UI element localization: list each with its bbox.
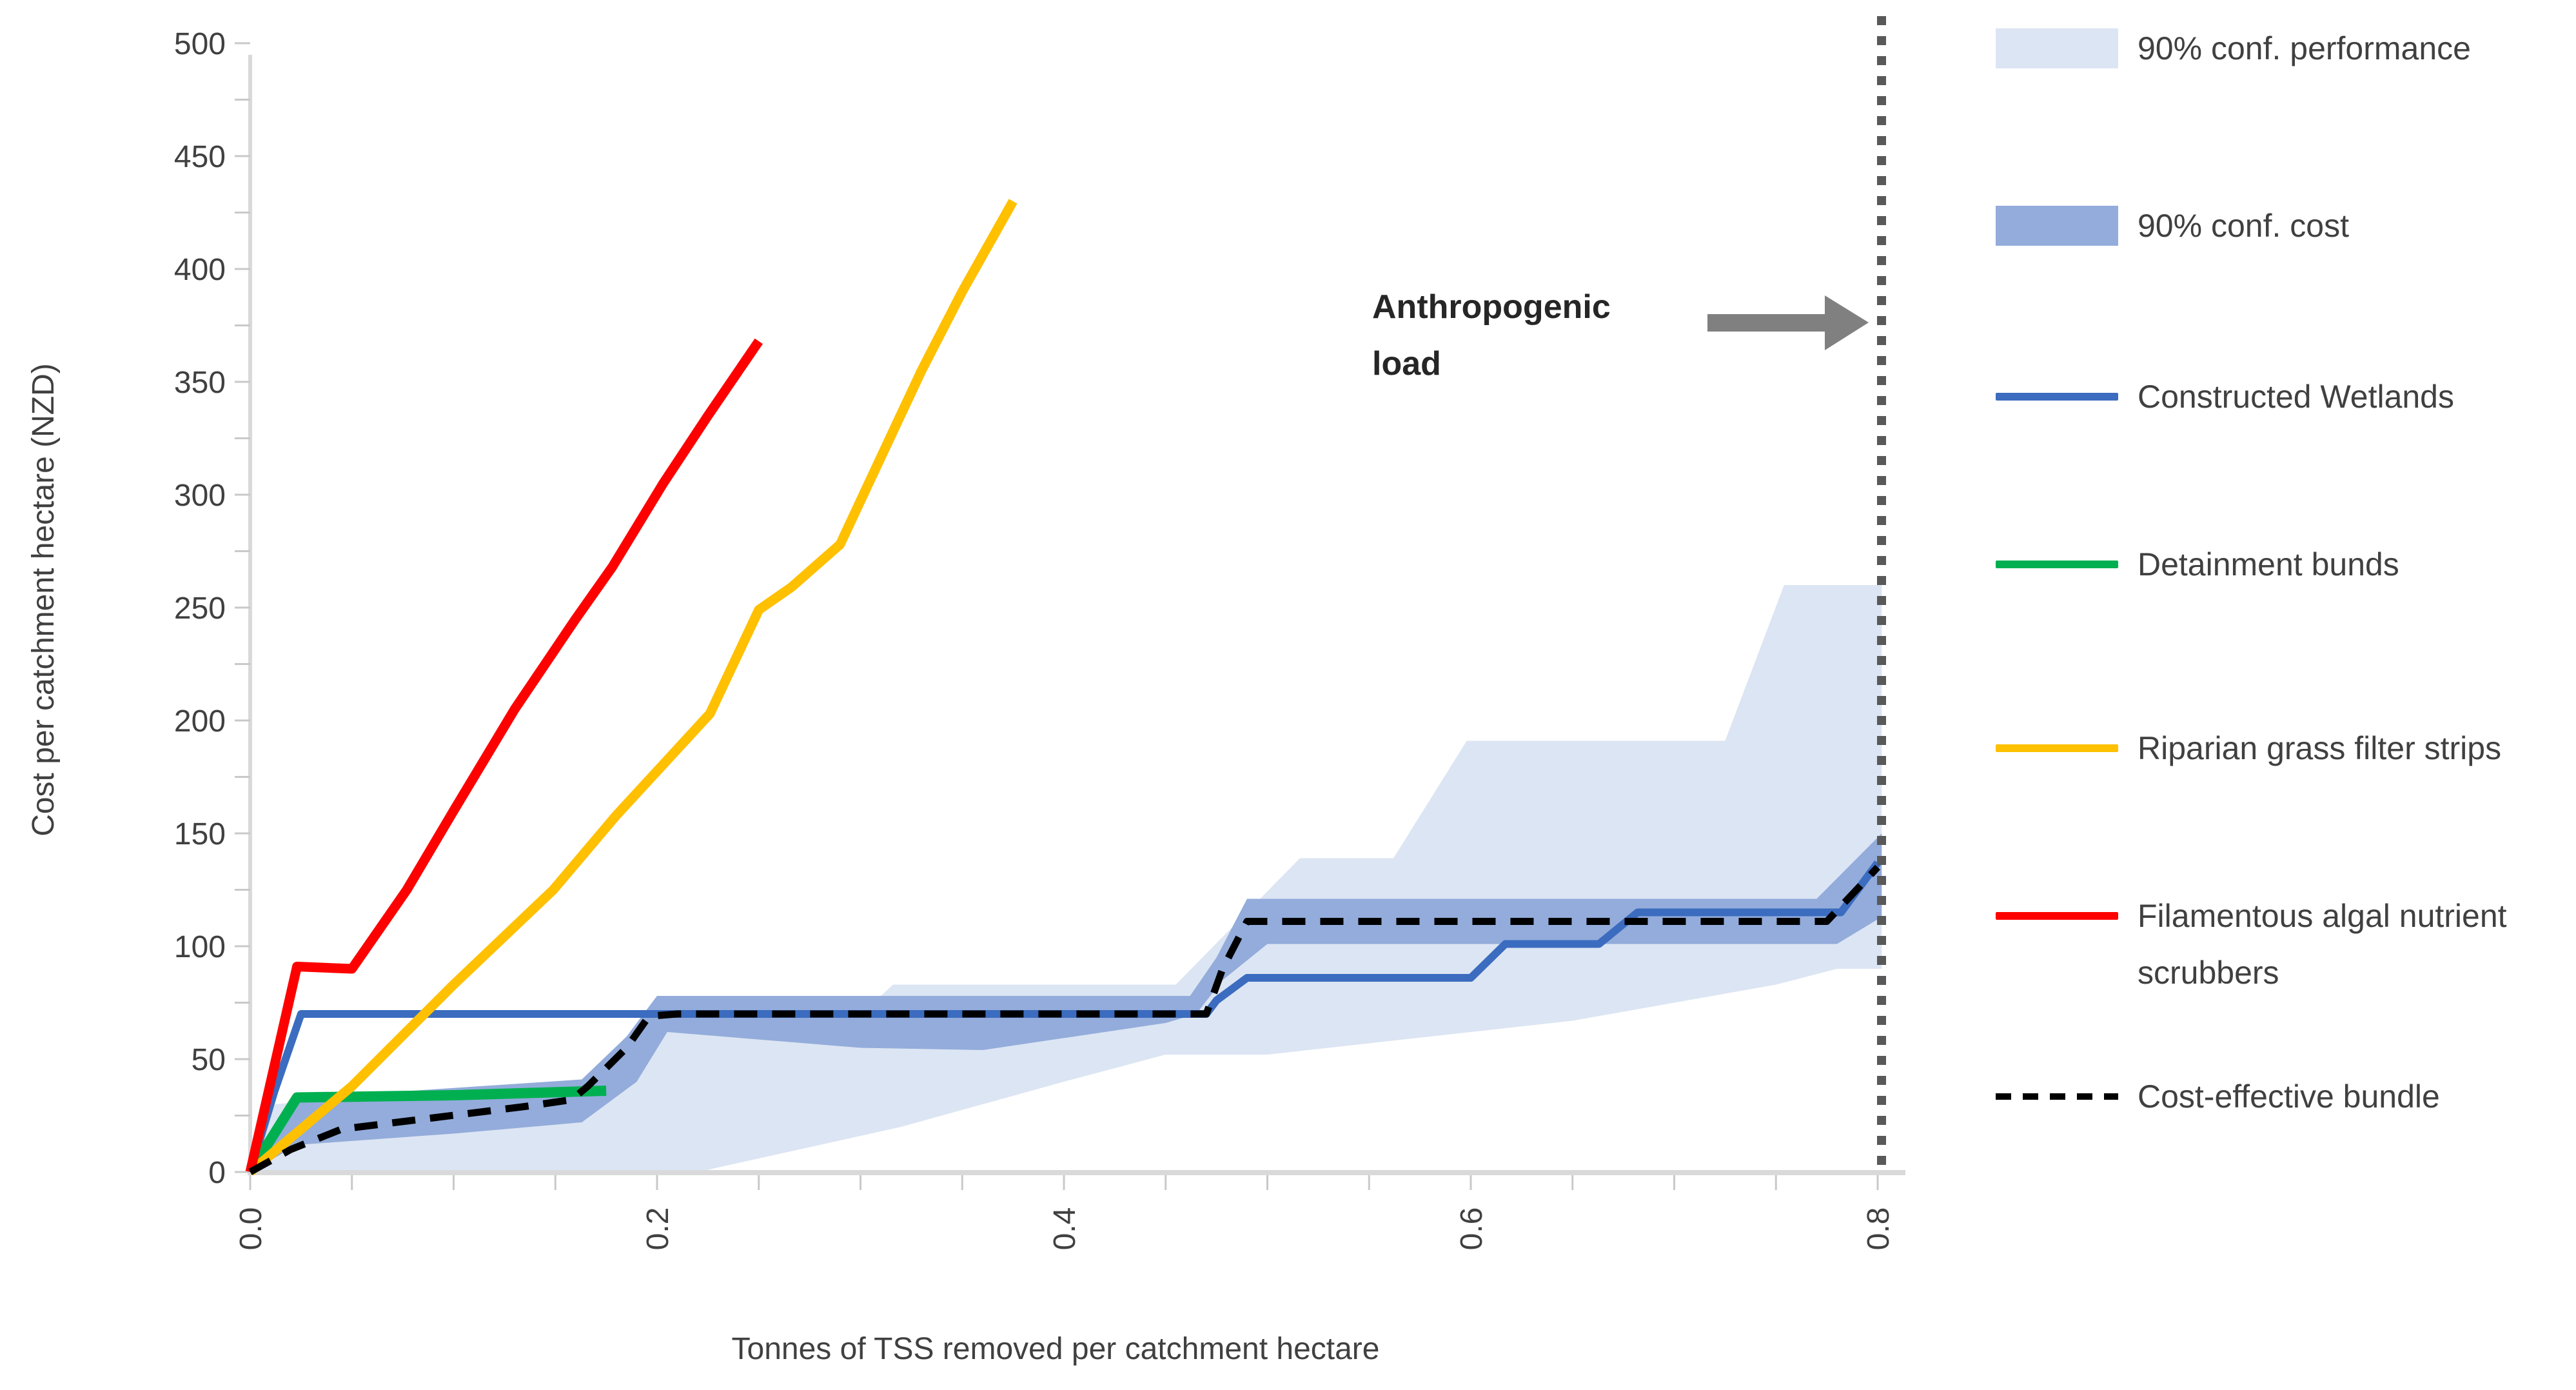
legend-item-constructed-wetlands: Constructed Wetlands — [1996, 368, 2550, 425]
band-90-conf-performance — [250, 585, 1882, 1172]
legend-item-riparian-grass-filter-strips: Riparian grass filter strips — [1996, 720, 2550, 777]
y-tick-label-50: 50 — [192, 1043, 226, 1077]
legend-item-detainment-bunds: Detainment bunds — [1996, 536, 2550, 593]
legend-label: Filamentous algal nutrient scrubbers — [2138, 898, 2507, 991]
y-tick-label-350: 350 — [174, 366, 226, 400]
x-tick-label-0.2: 0.2 — [641, 1207, 675, 1251]
confidence-bands — [250, 585, 1882, 1172]
y-tick-label-500: 500 — [174, 27, 226, 61]
legend-swatch-area-icon — [1996, 28, 2118, 68]
y-tick-label-150: 150 — [174, 817, 226, 851]
data-series — [245, 199, 1881, 1176]
legend-item-cost-effective-bundle: Cost-effective bundle — [1996, 1068, 2550, 1125]
x-tick-labels: 0.0 0.2 0.4 0.6 0.8 — [234, 1207, 1896, 1251]
x-tick-label-0.0: 0.0 — [234, 1207, 268, 1251]
series-riparian-grass-filter-strips — [247, 199, 1018, 1176]
legend-swatch-line-icon — [1996, 744, 2118, 752]
legend-swatch-area-icon — [1996, 206, 2118, 246]
series-detainment-bunds — [246, 1086, 607, 1175]
x-tick-label-0.8: 0.8 — [1862, 1207, 1896, 1251]
legend-swatch-line-icon — [1996, 561, 2118, 568]
y-tick-label-300: 300 — [174, 479, 226, 513]
y-tick-labels: 0 50 100 150 200 250 300 350 400 450 500 — [174, 27, 226, 1190]
y-tick-label-200: 200 — [174, 704, 226, 739]
anthropogenic-arrow-icon — [1707, 295, 1869, 350]
legend-item-90-conf-performance: 90% conf. performance — [1996, 20, 2550, 77]
series-filamentous-algal-nutrient-scrubbers — [245, 338, 763, 1173]
y-tick-label-400: 400 — [174, 253, 226, 287]
legend-label: Riparian grass filter strips — [2138, 730, 2502, 766]
x-tick-label-0.4: 0.4 — [1048, 1207, 1082, 1251]
anthropogenic-load-label-line2: load — [1372, 345, 1441, 382]
series-constructed-wetlands — [246, 860, 1881, 1173]
legend-label: 90% conf. cost — [2138, 208, 2349, 244]
y-tick-label-250: 250 — [174, 591, 226, 626]
legend-item-filamentous-algal-nutrient-scrubbers: Filamentous algal nutrient scrubbers — [1996, 888, 2550, 1001]
legend-label: Detainment bunds — [2138, 546, 2399, 582]
anthropogenic-load-label: Anthropogenic load — [1372, 279, 1611, 392]
legend-swatch-line-icon — [1996, 912, 2118, 920]
axes — [235, 42, 1905, 1190]
x-axis-title: Tonnes of TSS removed per catchment hect… — [731, 1332, 1380, 1366]
y-tick-label-450: 450 — [174, 140, 226, 174]
legend-swatch-dashed-line-icon — [1996, 1093, 2118, 1100]
legend-label: 90% conf. performance — [2138, 30, 2471, 66]
legend-label: Constructed Wetlands — [2138, 379, 2454, 415]
legend-swatch-line-icon — [1996, 393, 2118, 401]
series-cost-effective-bundle — [248, 864, 1881, 1175]
anthropogenic-load-label-line1: Anthropogenic — [1372, 288, 1611, 326]
y-axis-title: Cost per catchment hectare (NZD) — [26, 363, 61, 837]
legend-label: Cost-effective bundle — [2138, 1078, 2440, 1115]
y-tick-label-100: 100 — [174, 930, 226, 964]
legend-item-90-conf-cost: 90% conf. cost — [1996, 197, 2550, 254]
x-tick-label-0.6: 0.6 — [1455, 1207, 1489, 1251]
y-tick-label-0: 0 — [208, 1156, 226, 1190]
